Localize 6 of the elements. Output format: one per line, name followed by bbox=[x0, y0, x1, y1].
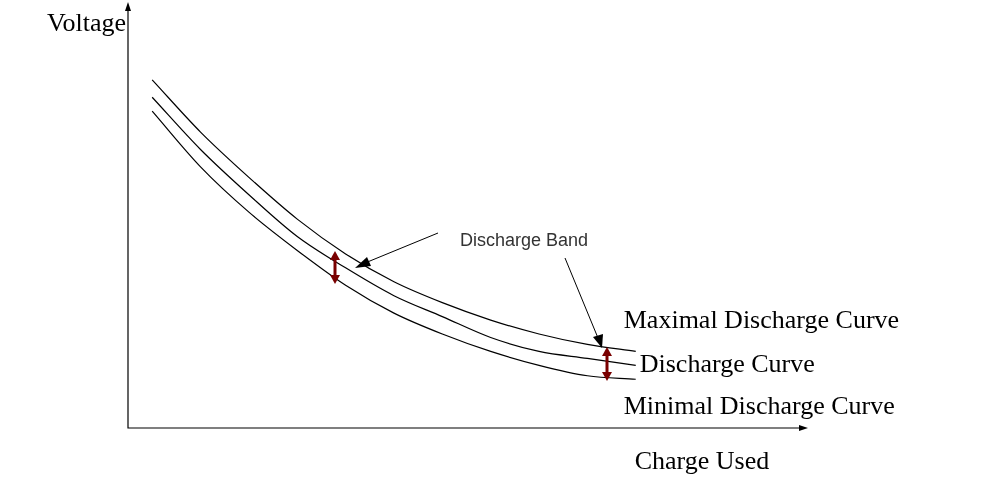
series-label: Minimal Discharge Curve bbox=[623, 391, 895, 421]
annotation: Discharge Band bbox=[460, 229, 589, 250]
series-label: Maximal Discharge Curve bbox=[623, 305, 900, 335]
y-axis-title: Voltage bbox=[47, 7, 126, 37]
x-axis-title: Charge Used bbox=[634, 445, 770, 475]
series-label: Discharge Curve bbox=[639, 349, 815, 379]
